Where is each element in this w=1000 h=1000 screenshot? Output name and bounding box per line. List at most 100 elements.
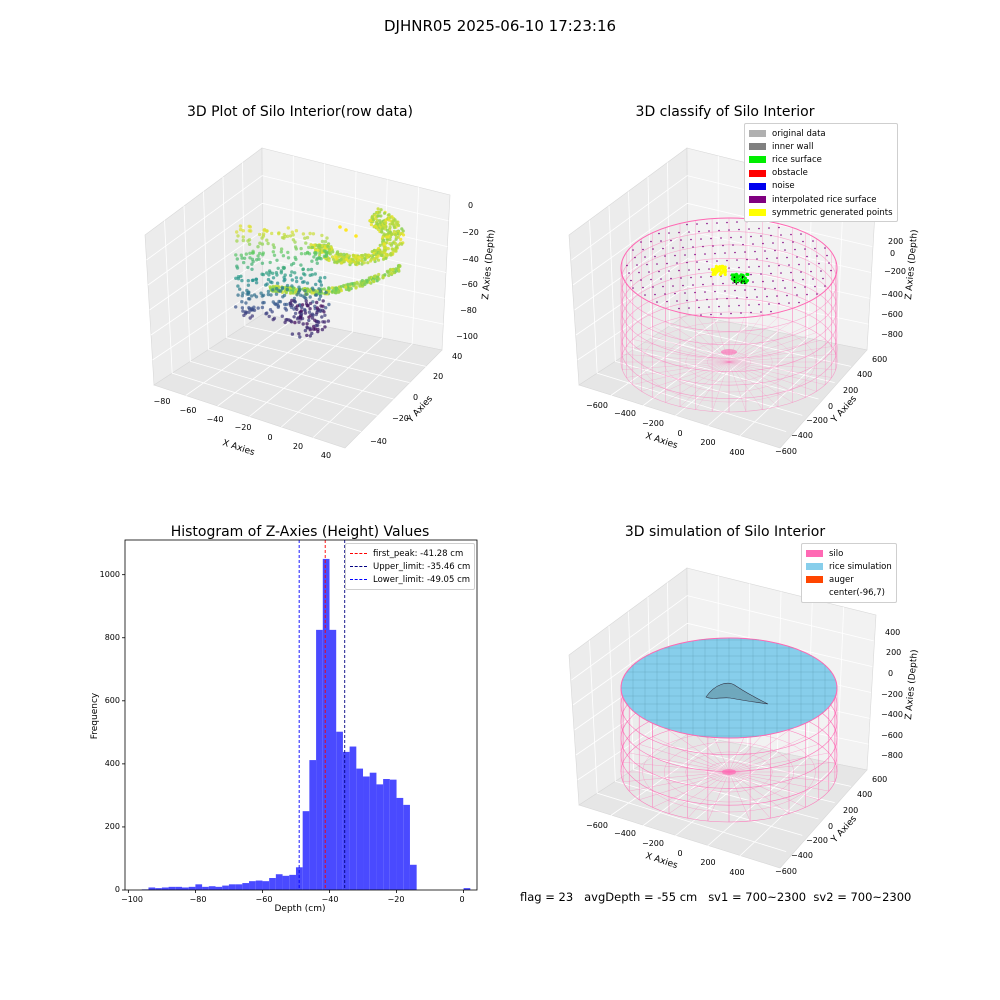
tick-marks: [122, 574, 464, 893]
data-point: [342, 259, 346, 263]
data-point: [235, 230, 239, 234]
data-point: [338, 258, 342, 262]
data-point: [247, 242, 252, 246]
x-tick: 400: [729, 448, 744, 457]
data-point: [305, 325, 309, 329]
x-tick: 200: [700, 858, 715, 867]
data-point: [369, 223, 373, 227]
data-point: [377, 277, 381, 281]
data-point: [398, 264, 402, 268]
data-point: [365, 279, 369, 284]
interpolated-point: [734, 251, 736, 254]
data-point: [383, 273, 387, 277]
legend-swatch: [749, 143, 766, 151]
data-point: [307, 318, 311, 323]
interpolated-point: [682, 284, 684, 287]
data-point: [307, 245, 311, 250]
x-tick: −200: [642, 839, 664, 848]
interpolated-point: [814, 285, 816, 288]
interpolated-point: [700, 314, 702, 316]
interpolated-point: [820, 270, 822, 272]
data-point: [284, 291, 288, 295]
x-tick: 0: [677, 849, 682, 858]
data-point: [286, 226, 290, 230]
data-point: [320, 327, 325, 332]
interpolated-point: [726, 221, 728, 224]
y-tick: −400: [791, 851, 813, 860]
data-point: [336, 290, 341, 294]
interpolated-point: [736, 259, 738, 261]
interpolated-point: [664, 293, 666, 295]
data-point: [376, 254, 380, 258]
silo-spoke: [728, 361, 747, 412]
data-point: [285, 283, 290, 288]
interpolated-point: [660, 278, 662, 280]
noise-point: [733, 281, 736, 284]
data-point: [289, 301, 293, 305]
data-point: [241, 309, 245, 313]
data-point: [270, 231, 274, 236]
data-point: [245, 288, 249, 293]
y-tick: −600: [775, 447, 797, 456]
data-point: [378, 243, 382, 247]
data-point: [309, 243, 313, 247]
rice-depression: [705, 683, 769, 705]
data-point: [387, 231, 391, 235]
data-point: [250, 262, 254, 266]
histogram-bars: [141, 558, 471, 890]
data-point: [356, 282, 360, 286]
interpolated-point: [688, 231, 690, 233]
data-point: [276, 266, 280, 270]
interpolated-point: [692, 284, 694, 286]
data-point: [377, 272, 381, 277]
data-point: [247, 229, 251, 233]
simulation-plot-title: 3D simulation of Silo Interior: [624, 524, 826, 540]
data-point: [297, 320, 301, 324]
silo-spoke: [652, 771, 730, 808]
data-point: [384, 252, 388, 257]
x-tick: 0: [267, 433, 272, 442]
grid-line: [667, 582, 851, 787]
interpolated-point: [644, 256, 646, 258]
y-tick: −600: [775, 867, 797, 876]
z-tick: −200: [881, 690, 903, 699]
data-point: [339, 285, 343, 289]
interpolated-point: [640, 279, 642, 281]
data-point: [288, 234, 293, 238]
symmetric-point: [713, 272, 717, 276]
legend-swatch: [806, 550, 823, 558]
data-point: [309, 267, 314, 272]
data-point: [240, 300, 244, 304]
silo-spoke: [728, 762, 835, 773]
data-point: [393, 242, 398, 246]
interpolated-point: [758, 227, 760, 230]
data-point: [377, 214, 381, 218]
data-point: [390, 215, 394, 219]
z-tick: −400: [881, 710, 903, 719]
z-tick: −60: [461, 280, 478, 289]
data-point: [308, 326, 312, 330]
interpolated-point: [728, 229, 730, 231]
x-tick: −200: [642, 419, 664, 428]
x-tick: −400: [614, 829, 636, 838]
interpolated-point: [774, 249, 776, 252]
data-point: [303, 311, 308, 315]
data-point: [344, 228, 348, 232]
data-point: [305, 281, 310, 285]
interpolated-point: [642, 248, 644, 251]
symmetric-point: [722, 266, 726, 270]
simulation-legend: silo rice simulation auger center(-96,7): [801, 543, 897, 603]
silo-spoke: [728, 321, 793, 363]
silo-spoke: [626, 346, 730, 363]
data-point: [327, 247, 332, 251]
data-point: [323, 275, 327, 280]
interpolated-point: [752, 281, 754, 283]
interpolated-point: [708, 268, 710, 270]
data-point: [323, 313, 327, 317]
interpolated-point: [804, 248, 806, 250]
histogram-bar: [148, 887, 156, 890]
data-point: [390, 232, 394, 236]
interpolated-point: [646, 263, 648, 266]
data-point: [370, 215, 374, 219]
data-point: [315, 261, 319, 265]
